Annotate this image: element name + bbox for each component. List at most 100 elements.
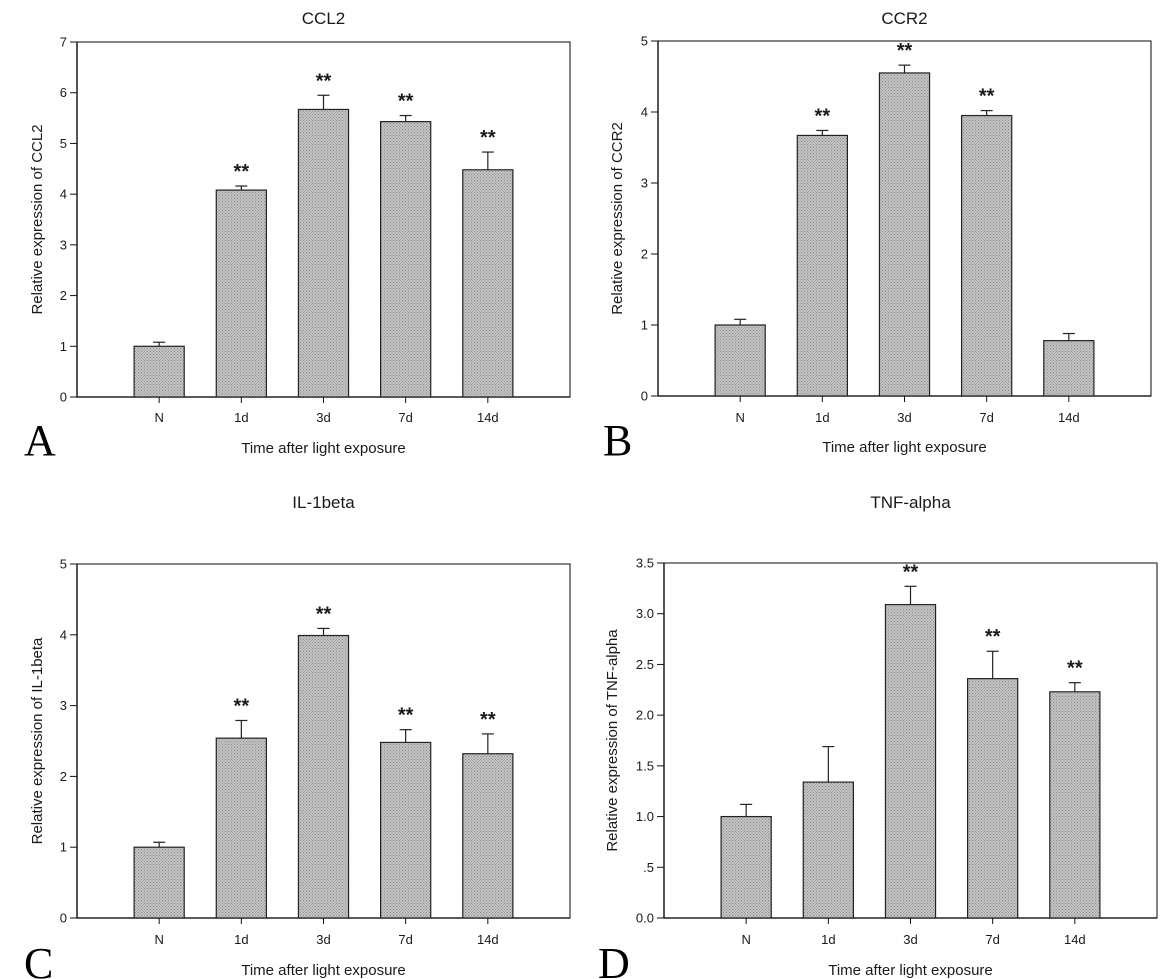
significance-marker: ** <box>234 161 250 183</box>
y-tick-label: 0 <box>60 390 67 405</box>
y-tick-label: 1.0 <box>636 809 654 824</box>
significance-marker: ** <box>897 40 913 62</box>
x-tick-label: N <box>735 410 744 425</box>
y-tick-label: 1.5 <box>636 758 654 773</box>
y-tick-label: 7 <box>60 35 67 50</box>
chart-panel-a: CCL2 0 1 2 3 4 5 6 7 N ** 1d ** 3d ** 7d ** 14d Time after… <box>24 9 571 465</box>
y-tick-label: 6 <box>60 85 67 100</box>
x-axis-label: Time after light exposure <box>241 440 406 457</box>
y-tick-label: 3 <box>60 698 67 713</box>
y-tick-label: 3 <box>641 176 648 191</box>
y-tick-label: 2 <box>641 247 648 262</box>
x-tick-label: 7d <box>398 410 412 425</box>
y-tick-label: 5 <box>641 34 648 49</box>
bar-1d <box>215 737 267 919</box>
chart-title: CCR2 <box>881 9 927 28</box>
significance-marker: ** <box>1067 658 1083 680</box>
bar-n <box>133 345 185 398</box>
bar-1d <box>796 134 848 397</box>
y-tick-label: 3.0 <box>636 606 654 621</box>
bar-3d <box>297 634 350 919</box>
panel-letter: D <box>598 939 630 979</box>
chart-panel-b: CCR2 0 1 2 3 4 5 N ** 1d ** 3d ** 7d 14d Time after lig… <box>603 9 1152 465</box>
x-tick-label: 1d <box>815 410 829 425</box>
x-tick-label: 3d <box>903 932 917 947</box>
significance-marker: ** <box>480 127 496 149</box>
bar-n <box>720 815 772 919</box>
bar-7d <box>380 741 432 919</box>
y-tick-label: 4 <box>641 105 648 120</box>
y-tick-label: 2.5 <box>636 657 654 672</box>
x-tick-label: 3d <box>316 932 330 947</box>
significance-marker: ** <box>316 70 332 92</box>
chart-title: CCL2 <box>302 9 345 28</box>
bar-1d <box>802 781 854 919</box>
significance-marker: ** <box>398 91 414 113</box>
significance-marker: ** <box>480 709 496 731</box>
x-tick-label: 7d <box>979 410 993 425</box>
x-tick-label: 1d <box>234 932 248 947</box>
bar-1d <box>215 189 267 398</box>
chart-title: IL-1beta <box>292 493 355 512</box>
chart-title: TNF-alpha <box>870 493 951 512</box>
x-tick-label: N <box>154 410 163 425</box>
y-tick-label: 1 <box>60 840 67 855</box>
bar-n <box>714 324 766 397</box>
x-tick-label: 14d <box>477 410 499 425</box>
bar-7d <box>961 114 1013 397</box>
panel-letter: B <box>603 416 632 465</box>
significance-marker: ** <box>903 561 919 583</box>
x-tick-label: N <box>154 932 163 947</box>
x-tick-label: 7d <box>398 932 412 947</box>
significance-marker: ** <box>985 626 1001 648</box>
x-axis-label: Time after light exposure <box>822 439 987 456</box>
x-tick-label: 14d <box>1064 932 1086 947</box>
bar-n <box>133 846 185 919</box>
y-tick-label: 0 <box>641 389 648 404</box>
y-tick-label: 5 <box>60 557 67 572</box>
y-tick-label: 4 <box>60 187 67 202</box>
y-axis-label: Relative expression of CCL2 <box>29 124 46 314</box>
y-tick-label: 3.5 <box>636 556 654 571</box>
y-tick-label: 3 <box>60 237 67 252</box>
significance-marker: ** <box>234 695 250 717</box>
y-axis-label: Relative expression of TNF-alpha <box>604 629 621 852</box>
y-tick-label: 1 <box>641 318 648 333</box>
bar-3d <box>878 72 931 397</box>
x-tick-label: 3d <box>897 410 911 425</box>
bar-14d <box>1049 691 1101 919</box>
y-axis-label: Relative expression of CCR2 <box>609 122 626 315</box>
y-tick-label: 1 <box>60 339 67 354</box>
bar-3d <box>884 603 937 919</box>
x-tick-label: 14d <box>477 932 499 947</box>
significance-marker: ** <box>815 105 831 127</box>
x-tick-label: 1d <box>234 410 248 425</box>
x-axis-label: Time after light exposure <box>241 962 406 979</box>
y-axis-label: Relative expression of IL-1beta <box>29 637 46 844</box>
x-axis-label: Time after light exposure <box>828 962 993 979</box>
significance-marker: ** <box>398 705 414 727</box>
x-tick-label: N <box>741 932 750 947</box>
bar-14d <box>1043 340 1095 397</box>
y-tick-label: 4 <box>60 627 67 642</box>
x-tick-label: 14d <box>1058 410 1080 425</box>
x-tick-label: 1d <box>821 932 835 947</box>
y-tick-label: 0.0 <box>636 911 654 926</box>
significance-marker: ** <box>979 86 995 108</box>
bar-7d <box>380 121 432 398</box>
y-tick-label: 2 <box>60 769 67 784</box>
bar-3d <box>297 108 350 398</box>
y-tick-label: 0 <box>60 911 67 926</box>
bar-14d <box>462 753 514 919</box>
chart-panel-c: IL-1beta 0 1 2 3 4 5 N ** 1d ** 3d ** 7d ** 14d Time aft… <box>24 493 571 979</box>
x-tick-label: 3d <box>316 410 330 425</box>
panel-letter: C <box>24 939 53 979</box>
significance-marker: ** <box>316 603 332 625</box>
y-tick-label: 5 <box>60 136 67 151</box>
chart-panel-d: TNF-alpha 0.0 .5 1.0 1.5 2.0 2.5 3.0 3.5 N 1d ** 3d *… <box>598 493 1158 979</box>
bar-7d <box>967 678 1019 919</box>
y-tick-label: 2 <box>60 288 67 303</box>
panel-letter: A <box>24 416 56 465</box>
bar-14d <box>462 169 514 398</box>
